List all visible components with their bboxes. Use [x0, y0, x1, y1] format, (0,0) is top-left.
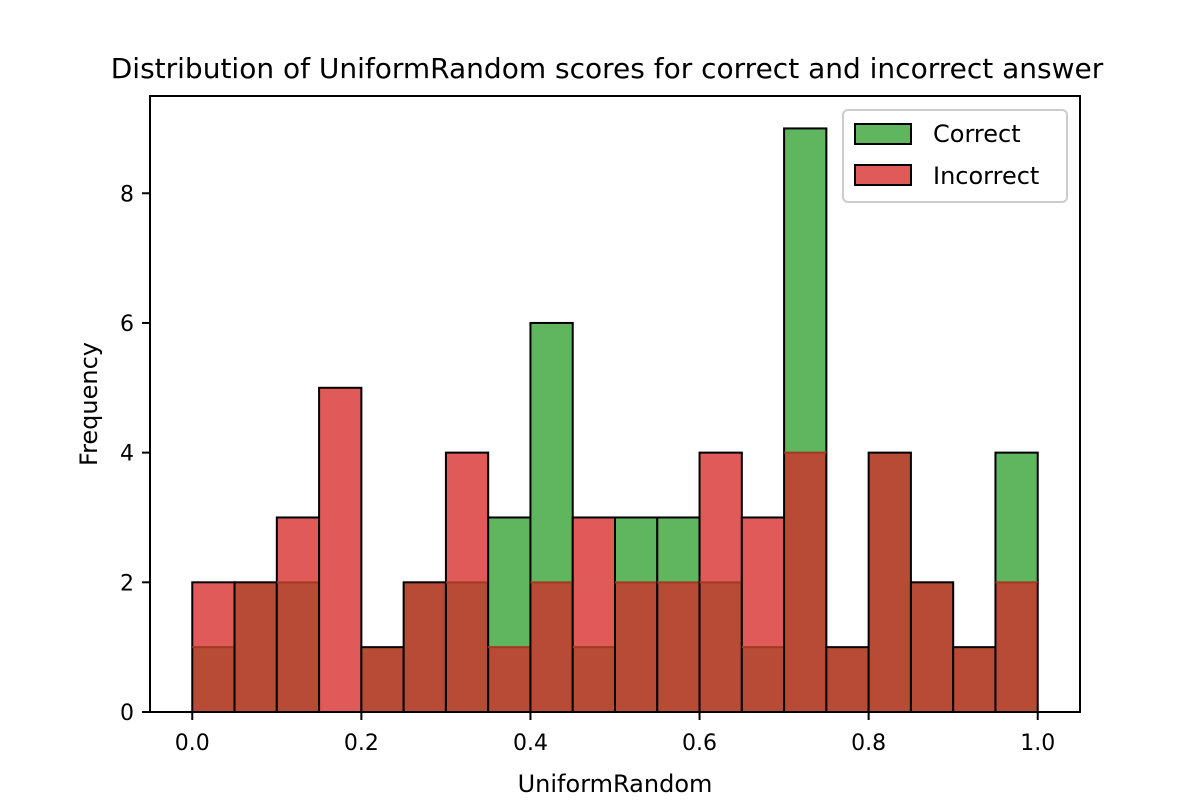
bar-overlap-bin-2 — [276, 582, 320, 712]
y-tick-label: 8 — [120, 182, 134, 207]
bar-correct-bin-8 — [530, 322, 573, 583]
plot-frame — [149, 95, 1081, 713]
chart-title: Distribution of UniformRandom scores for… — [111, 52, 1104, 85]
bar-correct-bin-14 — [784, 128, 827, 453]
x-tick-label: 0.2 — [344, 731, 379, 756]
bar-overlap-bin-8 — [530, 582, 573, 712]
bar-incorrect-bin-6 — [445, 452, 489, 583]
legend-label-incorrect: Incorrect — [933, 162, 1039, 190]
x-tick-label: 0.8 — [851, 731, 886, 756]
x-tick-label: 0.6 — [682, 731, 717, 756]
bar-overlap-bin-15 — [826, 647, 869, 712]
y-tick-label: 6 — [120, 312, 134, 337]
legend-label-correct: Correct — [933, 120, 1021, 148]
bar-overlap-bin-4 — [361, 647, 404, 712]
bar-overlap-bin-5 — [403, 582, 446, 712]
x-tick-label: 0.0 — [175, 731, 210, 756]
y-axis-label: Frequency — [75, 342, 103, 466]
legend: Correct Incorrect — [842, 109, 1068, 203]
legend-swatch-incorrect — [854, 164, 912, 186]
bar-overlap-bin-13 — [741, 647, 785, 712]
bar-incorrect-bin-12 — [699, 452, 742, 583]
bar-overlap-bin-9 — [572, 647, 615, 712]
x-axis-ticks: 0.0 0.2 0.4 0.6 0.8 1.0 — [175, 712, 1055, 756]
bar-overlap-bin-14 — [784, 452, 827, 712]
bar-overlap-bin-0 — [192, 647, 235, 712]
bar-overlap-bin-18 — [953, 647, 996, 712]
x-tick-label: 1.0 — [1020, 731, 1055, 756]
legend-swatch-correct — [854, 123, 912, 145]
bar-overlap-bin-7 — [488, 647, 531, 712]
bar-overlap-bin-16 — [868, 452, 911, 712]
bar-incorrect-bin-2 — [276, 517, 320, 583]
y-tick-label: 2 — [120, 571, 134, 596]
bar-incorrect-bin-3 — [319, 387, 362, 712]
bar-correct-bin-19 — [995, 452, 1038, 583]
bars-layer — [191, 127, 1039, 714]
y-tick-label: 4 — [120, 442, 134, 467]
bar-correct-bin-11 — [657, 517, 700, 583]
bar-incorrect-bin-0 — [192, 582, 235, 648]
bar-correct-bin-10 — [615, 517, 658, 583]
bar-overlap-bin-6 — [445, 582, 489, 712]
bar-incorrect-bin-13 — [741, 517, 785, 648]
bar-overlap-bin-10 — [615, 582, 658, 712]
bar-overlap-bin-12 — [699, 582, 742, 712]
bar-correct-bin-7 — [488, 517, 531, 648]
bar-overlap-bin-11 — [657, 582, 700, 712]
bar-overlap-bin-19 — [995, 582, 1038, 712]
y-tick-label: 0 — [120, 701, 134, 726]
bar-overlap-bin-17 — [910, 582, 954, 712]
bar-incorrect-bin-9 — [572, 517, 615, 648]
x-tick-label: 0.4 — [513, 731, 548, 756]
bar-overlap-bin-1 — [234, 582, 277, 712]
y-axis-ticks: 0 2 4 6 8 — [120, 182, 150, 726]
x-axis-label: UniformRandom — [518, 770, 713, 798]
